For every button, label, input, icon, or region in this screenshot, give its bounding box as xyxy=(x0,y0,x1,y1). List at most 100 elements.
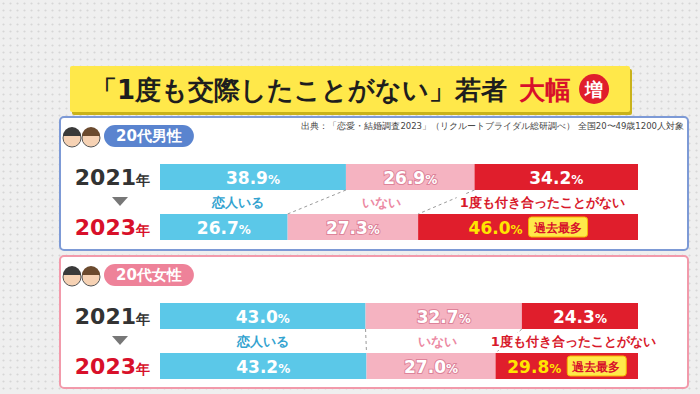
annotation-badge xyxy=(529,217,588,237)
source: 出典：「恋愛・結婚調査2023」（リクルートブライダル総研調べ） 全国20〜49… xyxy=(301,121,684,131)
bars xyxy=(160,164,638,240)
hair xyxy=(82,127,100,136)
bar-segment xyxy=(346,164,475,190)
label-patch xyxy=(208,194,267,211)
label-patch xyxy=(233,333,292,350)
value-number: 46.0 xyxy=(469,218,511,238)
bar-segment xyxy=(160,164,346,190)
panel-tab xyxy=(104,125,194,147)
value-label: 27.0% xyxy=(404,357,458,377)
value-number: 32.7 xyxy=(417,307,459,327)
hair xyxy=(63,266,81,275)
label-patch xyxy=(415,333,460,350)
value-unit: % xyxy=(278,312,290,326)
value-unit: % xyxy=(268,173,280,187)
value-label: 43.2% xyxy=(236,357,290,377)
headline: 「1度も交際したことがない」若者 xyxy=(91,75,507,105)
bar-segment xyxy=(522,303,638,329)
category-unit: 年 xyxy=(135,172,150,188)
category-unit: 年 xyxy=(135,361,150,377)
people-icon xyxy=(63,127,100,147)
category-unit: 年 xyxy=(135,222,150,238)
series-label: いない xyxy=(418,334,457,349)
value-label: 32.7% xyxy=(417,307,471,327)
value-unit: % xyxy=(511,223,523,237)
bar-segment xyxy=(288,214,418,240)
panel-frame xyxy=(60,117,688,250)
value-label: 29.8% xyxy=(507,357,561,377)
series-label: 恋人いる xyxy=(236,334,289,349)
annotation: 過去最多 xyxy=(571,360,620,374)
bar-segment xyxy=(496,353,638,379)
panel: 20代男性2021年2023年恋人いるいない1度も付き合ったことがない38.9%… xyxy=(60,117,688,250)
panel: 20代女性2021年2023年恋人いるいない1度も付き合ったことがない43.0%… xyxy=(60,256,688,388)
value-unit: % xyxy=(239,223,251,237)
category-label: 2021年 xyxy=(75,165,150,190)
value-label: 26.7% xyxy=(197,218,251,238)
value-number: 43.2 xyxy=(236,357,278,377)
bar-segment xyxy=(418,214,638,240)
people-icon xyxy=(63,266,100,286)
value-number: 38.9 xyxy=(226,168,268,188)
background-dots xyxy=(0,0,700,394)
panel-title: 20代男性 xyxy=(116,127,182,145)
category-label: 2021年 xyxy=(75,304,150,329)
value-unit: % xyxy=(368,223,380,237)
bar-segment xyxy=(366,353,495,379)
category-number: 2021 xyxy=(75,304,136,329)
category-unit: 年 xyxy=(135,311,150,327)
value-label: 46.0% xyxy=(469,218,523,238)
value-label: 26.9% xyxy=(383,168,437,188)
value-unit: % xyxy=(425,173,437,187)
series-label: 1度も付き合ったことがない xyxy=(460,195,625,210)
value-unit: % xyxy=(595,312,607,326)
value-number: 29.8 xyxy=(507,357,549,377)
stage: 「1度も交際したことがない」若者大幅増20代男性2021年2023年恋人いるいな… xyxy=(0,0,700,394)
label-patch xyxy=(359,194,404,211)
value-number: 43.0 xyxy=(236,307,278,327)
value-label: 27.3% xyxy=(326,218,380,238)
annotation-badge xyxy=(567,356,626,376)
connector xyxy=(365,329,367,353)
panel-title: 20代女性 xyxy=(116,266,182,284)
value-number: 26.7 xyxy=(197,218,239,238)
value-unit: % xyxy=(549,362,561,376)
category-number: 2023 xyxy=(75,215,136,240)
value-number: 27.0 xyxy=(404,357,446,377)
panel-frame xyxy=(60,256,688,388)
bar-segment xyxy=(160,303,366,329)
value-number: 34.2 xyxy=(529,168,571,188)
label-patch xyxy=(457,194,628,211)
value-unit: % xyxy=(571,173,583,187)
category-label: 2023年 xyxy=(75,215,150,240)
category-label: 2023年 xyxy=(75,354,150,379)
value-unit: % xyxy=(459,312,471,326)
arrow-down xyxy=(112,197,128,206)
value-label: 24.3% xyxy=(553,307,607,327)
headline-badge-text: 増 xyxy=(584,79,603,100)
banner xyxy=(70,66,630,112)
annotation: 過去最多 xyxy=(533,221,582,235)
arrow-down xyxy=(112,336,128,345)
bar-segment xyxy=(160,214,288,240)
panel-tab xyxy=(104,264,194,286)
hair xyxy=(82,266,100,275)
value-label: 43.0% xyxy=(236,307,290,327)
bar-segment xyxy=(160,353,366,379)
value-number: 24.3 xyxy=(553,307,595,327)
headline-badge xyxy=(579,74,609,104)
bar-segment xyxy=(366,303,522,329)
value-unit: % xyxy=(446,362,458,376)
series-label: 1度も付き合ったことがない xyxy=(491,334,656,349)
hair xyxy=(63,127,81,136)
value-number: 27.3 xyxy=(326,218,368,238)
background xyxy=(0,0,700,394)
headline-emphasis: 大幅 xyxy=(519,75,571,105)
category-number: 2021 xyxy=(75,165,136,190)
value-number: 26.9 xyxy=(383,168,425,188)
connector xyxy=(288,190,346,214)
value-unit: % xyxy=(278,362,290,376)
bar-segment xyxy=(475,164,638,190)
category-number: 2023 xyxy=(75,354,136,379)
series-label: いない xyxy=(362,195,401,210)
